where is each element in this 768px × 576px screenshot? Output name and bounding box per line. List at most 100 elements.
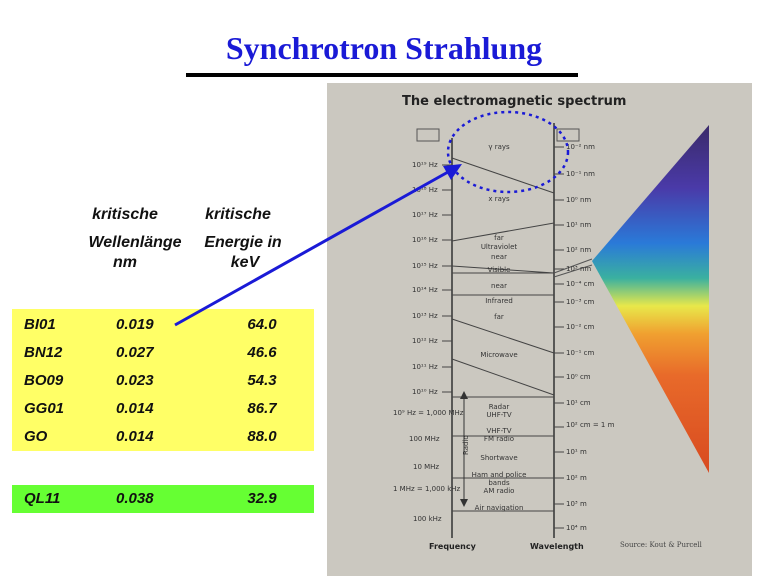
band-label: near [491, 282, 507, 290]
rainbow-beam [592, 125, 709, 473]
highlight-table: QL11 0.038 32.9 [12, 485, 314, 513]
page-title: Synchrotron Strahlung [225, 30, 543, 66]
magnet-name: BN12 [24, 344, 63, 361]
table-row: GO 0.014 88.0 [12, 423, 314, 451]
wl-label: 10² m [566, 474, 587, 482]
table-row: BO09 0.023 54.3 [12, 367, 314, 395]
band-label: far [494, 313, 504, 321]
legend-box-left [416, 128, 440, 142]
table-row: QL11 0.038 32.9 [12, 485, 314, 513]
critical-wavelength: 0.014 [116, 400, 154, 417]
radio-label: Radio [462, 435, 470, 455]
critical-energy: 32.9 [247, 490, 277, 507]
magnet-table: BI01 0.019 64.0 BN12 0.027 46.6 BO09 0.0… [12, 309, 314, 451]
visible-pointer-top [553, 258, 593, 274]
magnet-name: BO09 [24, 372, 64, 389]
magnet-name: BI01 [24, 316, 56, 333]
wl-label: 10¹ m [566, 448, 587, 456]
freq-label: 1 MHz = 1,000 kHz [393, 485, 461, 493]
header-energy-unit: keV [230, 254, 260, 271]
critical-wavelength: 0.027 [116, 344, 154, 361]
source-caption: Source: Kout & Purcell [620, 541, 703, 549]
wl-label: 10³ m [566, 500, 587, 508]
critical-energy: 54.3 [247, 372, 277, 389]
wavelength-axis-label: Wavelength [530, 542, 584, 551]
wl-label: 10⁻³ cm [566, 298, 594, 306]
visible-pointer-bottom [553, 264, 593, 278]
critical-energy: 64.0 [247, 316, 277, 333]
band-dividers [442, 146, 564, 529]
wl-label: 10² cm = 1 m [566, 421, 615, 429]
wavelength-labels: 10⁻² nm 10⁻¹ nm 10⁰ nm 10¹ nm 10² nm 10³… [566, 143, 615, 532]
band-labels: γ rays x rays far Ultraviolet near Visib… [472, 143, 527, 512]
em-spectrum-figure: The electromagnetic spectrum 10¹⁹ Hz 10¹… [327, 83, 752, 576]
spectrum-title: The electromagnetic spectrum [402, 94, 626, 109]
wl-label: 10⁴ m [566, 524, 587, 532]
critical-wavelength: 0.014 [116, 428, 154, 445]
band-label: Air navigation [475, 504, 524, 512]
band-label: Ultraviolet [481, 243, 518, 251]
header-wavelength-unit: nm [113, 254, 137, 271]
freq-label: 10¹⁵ Hz [412, 262, 438, 270]
freq-label: 10¹⁶ Hz [412, 236, 438, 244]
legend-box-right [556, 128, 580, 142]
freq-label: 100 MHz [409, 435, 440, 443]
wl-label: 10⁰ nm [566, 196, 591, 204]
band-label: bands [488, 479, 510, 487]
critical-wavelength: 0.038 [116, 490, 154, 507]
freq-label: 10¹⁹ Hz [412, 161, 438, 169]
wl-label: 10⁻² cm [566, 323, 594, 331]
freq-label: 10¹² Hz [412, 337, 438, 345]
freq-label: 10¹⁴ Hz [412, 286, 438, 294]
title-underline [186, 73, 578, 77]
critical-wavelength: 0.023 [116, 372, 154, 389]
wl-label: 10¹ cm [566, 399, 591, 407]
wl-label: 10² nm [566, 246, 591, 254]
magnet-name: GG01 [24, 400, 65, 417]
band-label: AM radio [484, 487, 515, 495]
freq-label: 10¹⁷ Hz [412, 211, 438, 219]
band-label: γ rays [488, 143, 510, 151]
band-label: Visible [488, 266, 511, 274]
frequency-labels: 10¹⁹ Hz 10¹⁸ Hz 10¹⁷ Hz 10¹⁶ Hz 10¹⁵ Hz … [393, 161, 464, 523]
band-label: Ham and police [472, 471, 527, 479]
header-wavelength-line1: kritische [92, 206, 158, 223]
freq-label: 10¹¹ Hz [412, 363, 438, 371]
wl-label: 10⁻¹ cm [566, 349, 594, 357]
header-wavelength-line2: Wellenlänge [88, 234, 182, 251]
critical-energy: 88.0 [247, 428, 277, 445]
band-label: Radar [489, 403, 510, 411]
wl-label: 10³ nm [566, 265, 591, 273]
critical-energy: 86.7 [247, 400, 277, 417]
band-label: UHF-TV [486, 411, 512, 419]
band-label: Shortwave [480, 454, 517, 462]
wl-label: 10⁻² nm [566, 143, 595, 151]
table-row: GG01 0.014 86.7 [12, 395, 314, 423]
critical-wavelength: 0.019 [116, 316, 154, 333]
band-label: Infrared [485, 297, 513, 305]
freq-label: 10¹⁸ Hz [412, 186, 438, 194]
wl-label: 10¹ nm [566, 221, 591, 229]
magnet-name: GO [24, 428, 48, 445]
band-label: VHF-TV [486, 427, 511, 435]
band-label: FM radio [484, 435, 514, 443]
critical-energy: 46.6 [247, 344, 277, 361]
band-label: Microwave [480, 351, 517, 359]
magnet-name: QL11 [24, 490, 61, 507]
band-label: near [491, 253, 507, 261]
table-row: BI01 0.019 64.0 [12, 311, 314, 339]
header-energy-line1: kritische [205, 206, 271, 223]
freq-label: 10 MHz [413, 463, 439, 471]
band-label: x rays [488, 195, 510, 203]
wl-label: 10⁻¹ nm [566, 170, 595, 178]
wl-label: 10⁻⁴ cm [566, 280, 594, 288]
freq-label: 100 kHz [413, 515, 442, 523]
freq-label: 10⁹ Hz = 1,000 MHz [393, 409, 464, 417]
em-spectrum-svg: The electromagnetic spectrum 10¹⁹ Hz 10¹… [393, 94, 709, 551]
band-label: far [494, 234, 504, 242]
wl-label: 10⁰ cm [566, 373, 591, 381]
header-energy-line2: Energie in [204, 234, 282, 251]
freq-label: 10¹³ Hz [412, 312, 438, 320]
table-row: BN12 0.027 46.6 [12, 339, 314, 367]
radio-range-arrow: Radio [460, 391, 470, 507]
